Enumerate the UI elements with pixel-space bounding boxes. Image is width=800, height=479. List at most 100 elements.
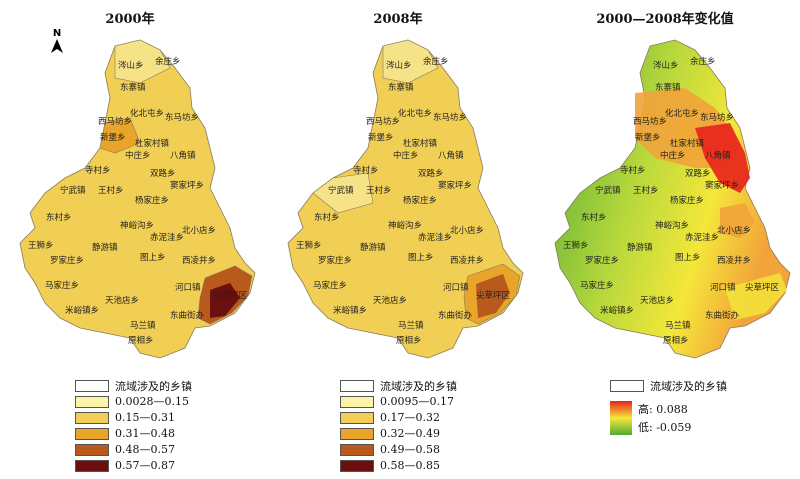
legend-swatch (75, 427, 109, 440)
town-label: 尖草坪区 (745, 282, 780, 293)
town-label: 西凌井乡 (450, 255, 484, 266)
town-label: 新堡乡 (100, 132, 126, 143)
town-label: 寺村乡 (85, 165, 111, 176)
panel-title: 2008年 (373, 12, 423, 27)
legend-swatch (75, 395, 109, 408)
legend-swatch (75, 379, 109, 392)
town-label: 余庄乡 (690, 56, 716, 67)
legend-row: 0.48—0.57 (75, 442, 192, 457)
town-label: 赤泥洼乡 (150, 232, 184, 243)
town-label: 中庄乡 (393, 150, 419, 161)
town-label: 王狮乡 (296, 241, 322, 251)
legend-row: 0.17—0.32 (340, 410, 457, 425)
town-label: 天池店乡 (640, 295, 674, 306)
legend-swatch (75, 459, 109, 472)
town-label: 静游镇 (627, 242, 653, 253)
town-label: 寺村乡 (353, 165, 379, 176)
town-label: 马家庄乡 (580, 280, 614, 291)
legend-row: 0.31—0.48 (75, 426, 192, 441)
town-label: 余庄乡 (423, 56, 449, 67)
town-label: 涔山乡 (118, 60, 144, 71)
legend-row: 流域涉及的乡镇 (340, 378, 457, 393)
town-label: 东村乡 (46, 212, 72, 223)
town-label: 米峪镇乡 (333, 305, 367, 316)
town-label: 双路乡 (685, 168, 711, 179)
legend-label: 0.58—0.85 (380, 459, 440, 472)
town-label: 马兰镇 (665, 320, 691, 331)
town-label: 东寨镇 (388, 82, 414, 93)
town-label: 化北屯乡 (398, 108, 432, 119)
town-label: 原相乡 (128, 335, 154, 346)
town-label: 窦家坪乡 (438, 180, 472, 191)
town-label: 罗家庄乡 (50, 255, 84, 266)
town-label: 双路乡 (150, 168, 176, 179)
town-label: 涔山乡 (386, 60, 412, 71)
gradient-ramp (610, 401, 632, 435)
legend-swatch (340, 427, 374, 440)
town-label: 神峪沟乡 (388, 220, 422, 231)
town-label: 静游镇 (92, 242, 118, 253)
town-label: 西马坊乡 (366, 116, 400, 127)
legend-swatch (340, 411, 374, 424)
town-label: 北小店乡 (717, 225, 751, 236)
legend-row: 0.15—0.31 (75, 410, 192, 425)
town-label: 东曲街办 (705, 310, 740, 321)
town-label: 西马坊乡 (633, 116, 667, 127)
town-label: 图上乡 (408, 253, 434, 263)
town-label: 窦家坪乡 (705, 180, 739, 191)
legend-swatch (340, 443, 374, 456)
legend-label: 0.57—0.87 (115, 459, 175, 472)
town-label: 王村乡 (633, 185, 659, 196)
town-label: 王狮乡 (563, 241, 589, 251)
town-label: 王狮乡 (28, 241, 54, 251)
legend-row: 0.57—0.87 (75, 458, 192, 473)
town-label: 马家庄乡 (313, 280, 347, 291)
town-label: 杨家庄乡 (670, 195, 704, 206)
town-label: 罗家庄乡 (585, 255, 619, 266)
town-label: 杜家村镇 (135, 138, 170, 149)
town-label: 尖草坪区 (476, 290, 511, 301)
town-label: 化北屯乡 (665, 108, 699, 119)
legend-swatch (340, 395, 374, 408)
map-2000: 涔山乡 余庄乡 东寨镇 西马坊乡 化北屯乡 东马坊乡 新堡乡 杜家村镇 中庄乡 … (19, 39, 256, 359)
town-label: 双路乡 (418, 168, 444, 179)
town-label: 东村乡 (314, 212, 340, 223)
legend-swatch (340, 459, 374, 472)
legend-label: 0.0095—0.17 (380, 395, 454, 408)
town-label: 河口镇 (443, 282, 469, 293)
panel-title: 2000—2008年变化值 (596, 12, 734, 27)
high-label: 高: 0.088 (638, 403, 688, 416)
panel-change: 2000—2008年变化值 涔山乡 余庄乡 东寨镇 西马坊乡 化北屯乡 东马坊乡… (535, 0, 795, 479)
town-label: 西马坊乡 (98, 116, 132, 127)
legend-label: 0.48—0.57 (115, 443, 175, 456)
town-label: 新堡乡 (635, 132, 661, 143)
town-label: 赤泥洼乡 (685, 232, 719, 243)
legend-2008: 流域涉及的乡镇 0.0095—0.17 0.17—0.32 0.32—0.49 0.49… (340, 378, 457, 474)
legend-label: 0.31—0.48 (115, 427, 175, 440)
town-label: 西凌井乡 (182, 255, 216, 266)
legend-change: 流域涉及的乡镇 高: 0.088 低: -0.059 (610, 378, 727, 435)
town-label: 宁武镇 (595, 185, 621, 196)
town-label: 东曲街办 (170, 310, 205, 321)
town-label: 宁武镇 (328, 185, 354, 196)
legend-label: 流域涉及的乡镇 (380, 379, 457, 393)
town-label: 东马坊乡 (433, 112, 467, 123)
legend-label: 0.0028—0.15 (115, 395, 189, 408)
town-label: 河口镇 (710, 282, 736, 293)
town-label: 八角镇 (438, 150, 464, 161)
town-label: 杨家庄乡 (135, 195, 169, 206)
town-label: 尖草坪区 (213, 290, 248, 301)
town-label: 王村乡 (366, 185, 392, 196)
town-label: 马兰镇 (130, 320, 156, 331)
town-label: 杨家庄乡 (403, 195, 437, 206)
legend-swatch (340, 379, 374, 392)
legend-swatch (75, 411, 109, 424)
town-label: 马家庄乡 (45, 280, 79, 291)
legend-row: 0.0028—0.15 (75, 394, 192, 409)
legend-label: 0.15—0.31 (115, 411, 175, 424)
town-label: 中庄乡 (125, 150, 151, 161)
town-label: 北小店乡 (450, 225, 484, 236)
town-label: 东曲街办 (438, 310, 473, 321)
town-label: 杜家村镇 (670, 138, 705, 149)
gradient-legend: 高: 0.088 低: -0.059 (610, 401, 727, 435)
